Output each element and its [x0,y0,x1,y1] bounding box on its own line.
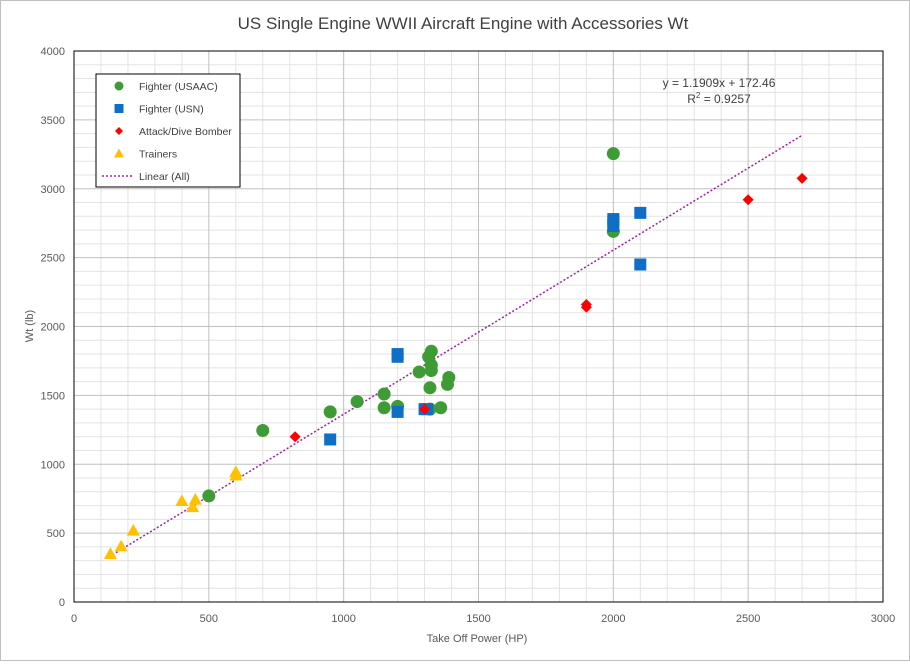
data-point [424,364,438,378]
data-point [391,350,404,363]
chart-title: US Single Engine WWII Aircraft Engine wi… [238,14,689,33]
x-tick-label: 2000 [601,613,625,625]
y-tick-label: 500 [47,528,65,540]
x-tick-label: 1000 [331,613,355,625]
data-point [377,387,391,401]
data-point [289,431,301,443]
series-4 [103,465,243,559]
x-tick-label: 3000 [871,613,895,625]
data-point [324,433,337,446]
data-point [323,405,337,419]
legend-label: Attack/Dive Bomber [139,126,232,138]
data-point [423,381,437,395]
data-point [742,194,754,206]
y-tick-label: 3000 [41,184,65,196]
data-point [377,401,391,415]
y-tick-label: 2000 [41,322,65,334]
y-tick-label: 1000 [41,459,65,471]
trendline-linear-all [108,134,803,558]
data-point [634,206,647,219]
data-point [256,424,270,438]
data-point [580,301,592,313]
x-axis-label: Take Off Power (HP) [427,633,528,645]
series-1 [202,147,620,503]
y-tick-label: 2500 [41,253,65,265]
legend-label: Fighter (USN) [139,104,204,116]
data-point [103,547,117,559]
legend-marker [115,127,123,135]
data-point [424,344,438,358]
data-point [114,539,128,552]
data-point [607,219,620,232]
legend-marker [114,104,124,113]
legend-label: Fighter (USAAC) [139,81,218,93]
legend: Fighter (USAAC) Fighter (USN) Attack/Dive … [95,73,241,188]
data-point [442,370,456,384]
data-point [188,492,202,505]
data-point [419,403,431,415]
legend-marker [114,148,124,158]
x-axis-ticks: 0 500 1000 1500 2000 2500 3000 [71,613,895,625]
data-points [103,147,808,559]
series-3 [289,172,808,443]
data-point [796,172,808,184]
y-axis-label: Wt (lb) [24,310,36,342]
trendline-r-squared: R2 = 0.9257 [687,91,751,106]
y-tick-label: 0 [59,597,65,609]
legend-label: Linear (All) [139,171,190,183]
data-point [202,489,216,503]
data-point [412,365,426,379]
data-point [186,500,200,513]
y-axis-ticks: 0 500 1000 1500 2000 2500 3000 3500 4000 [41,46,65,609]
data-point [175,494,189,506]
data-point [229,468,243,481]
data-point [350,395,364,409]
data-point [606,147,620,161]
trendline-equation: y = 1.1909x + 172.46 [663,76,776,90]
x-tick-label: 500 [200,613,218,625]
legend-label: Trainers [139,149,177,161]
plot-area-border [73,50,884,603]
y-tick-label: 4000 [41,46,65,58]
data-point [126,523,140,536]
data-point [391,405,404,418]
x-tick-label: 0 [71,613,77,625]
y-tick-label: 1500 [41,390,65,402]
data-point [434,401,448,415]
data-point [634,258,647,271]
y-tick-label: 3500 [41,115,65,127]
x-tick-label: 2500 [736,613,760,625]
legend-marker [114,81,124,91]
x-tick-label: 1500 [466,613,490,625]
